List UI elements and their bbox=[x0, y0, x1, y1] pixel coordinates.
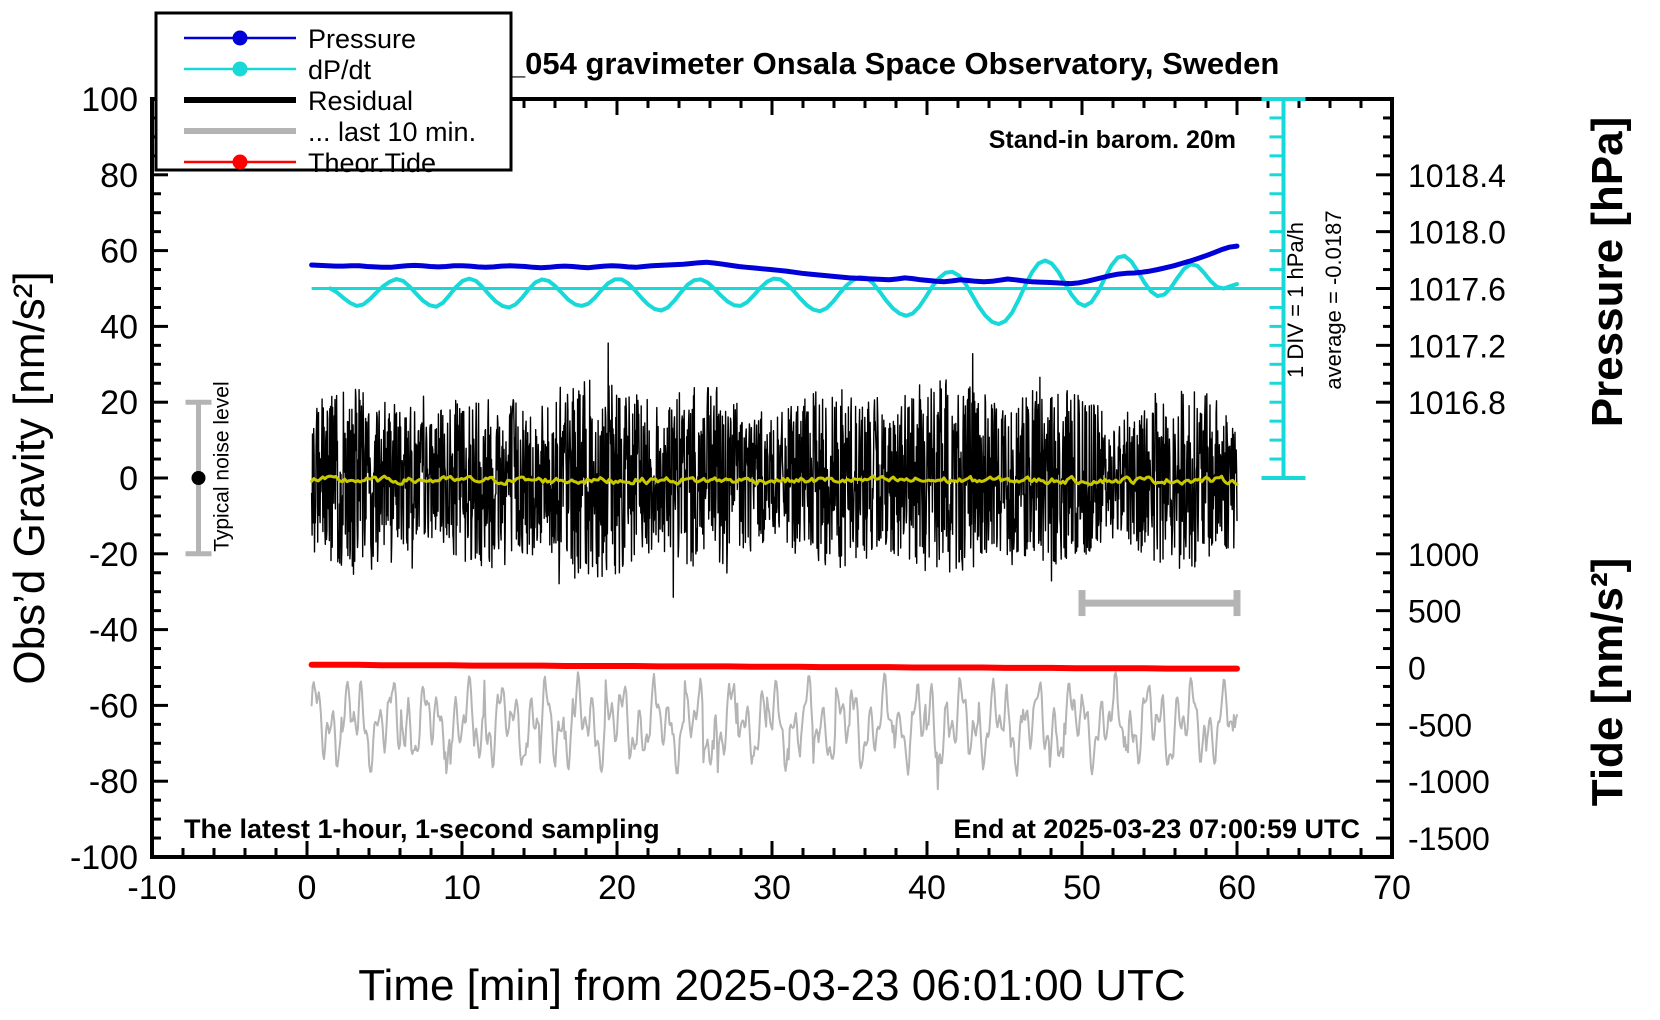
series-dpdt bbox=[328, 253, 1239, 327]
tide-tick-label: -1500 bbox=[1408, 821, 1490, 857]
y-tick-label: 100 bbox=[81, 81, 138, 119]
y-axis-title-left: Obs’d Gravity [nm/s²] bbox=[5, 271, 54, 684]
legend-marker-1 bbox=[232, 61, 248, 77]
footer-left-text: The latest 1-hour, 1-second sampling bbox=[184, 814, 660, 844]
y-tick-label: -80 bbox=[89, 763, 138, 801]
pressure-tick-label: 1018.4 bbox=[1408, 158, 1506, 194]
legend-label-0: Pressure bbox=[308, 24, 416, 54]
legend-label-3: ... last 10 min. bbox=[308, 117, 476, 147]
x-tick-label: 50 bbox=[1063, 869, 1101, 907]
y-tick-label: 60 bbox=[100, 233, 138, 271]
x-axis-title: Time [min] from 2025-03-23 06:01:00 UTC bbox=[358, 961, 1185, 1010]
y-axis-title-pressure: Pressure [hPa] bbox=[1583, 117, 1632, 428]
y-tick-label: 20 bbox=[100, 384, 138, 422]
legend-label-1: dP/dt bbox=[308, 55, 372, 85]
plot-title: SCG_054 gravimeter Onsala Space Observat… bbox=[441, 46, 1280, 81]
y-tick-label: -40 bbox=[89, 612, 138, 650]
pressure-tick-label: 1018.0 bbox=[1408, 215, 1506, 251]
series-residual bbox=[310, 342, 1238, 598]
y-axis-title-tide: Tide [nm/s²] bbox=[1583, 558, 1632, 807]
legend-marker-4 bbox=[232, 154, 248, 170]
legend-label-4: Theor.Tide bbox=[308, 148, 436, 178]
series-pressure bbox=[309, 243, 1240, 287]
y-tick-label: 0 bbox=[119, 460, 138, 498]
tide-tick-label: -1000 bbox=[1408, 764, 1490, 800]
noise-point-marker bbox=[191, 471, 206, 485]
series-residual-smoothed bbox=[310, 474, 1239, 486]
x-tick-label: 30 bbox=[753, 869, 791, 907]
series-last-10-min bbox=[310, 671, 1238, 791]
annotation-div-scale: 1 DIV = 1 hPa/h bbox=[1283, 222, 1308, 378]
legend-marker-0 bbox=[232, 30, 248, 46]
x-tick-label: 70 bbox=[1373, 869, 1411, 907]
x-tick-label: -10 bbox=[127, 869, 176, 907]
x-tick-label: 20 bbox=[598, 869, 636, 907]
y-tick-label: -20 bbox=[89, 536, 138, 574]
footer-right-text: End at 2025-03-23 07:00:59 UTC bbox=[953, 814, 1360, 844]
annotation-average: average = -0.0187 bbox=[1321, 210, 1346, 389]
noise-level-label: Typical noise level bbox=[211, 381, 234, 551]
x-tick-label: 10 bbox=[443, 869, 481, 907]
y-tick-label: -60 bbox=[89, 687, 138, 725]
pressure-tick-label: 1017.2 bbox=[1408, 328, 1506, 364]
y-tick-label: -100 bbox=[70, 839, 138, 877]
tide-tick-label: 0 bbox=[1408, 651, 1426, 687]
y-tick-label: 40 bbox=[100, 308, 138, 346]
pressure-tick-label: 1016.8 bbox=[1408, 385, 1506, 421]
tide-tick-label: 500 bbox=[1408, 594, 1461, 630]
annotation-stand-in-barom: Stand-in barom. 20m bbox=[989, 126, 1236, 154]
x-tick-label: 0 bbox=[298, 869, 317, 907]
tide-tick-label: 1000 bbox=[1408, 537, 1479, 573]
series-theor-tide bbox=[308, 661, 1240, 672]
y-tick-label: 80 bbox=[100, 157, 138, 195]
x-tick-label: 40 bbox=[908, 869, 946, 907]
legend-label-2: Residual bbox=[308, 86, 413, 116]
tide-tick-label: -500 bbox=[1408, 707, 1472, 743]
x-tick-label: 60 bbox=[1218, 869, 1256, 907]
pressure-tick-label: 1017.6 bbox=[1408, 272, 1506, 308]
